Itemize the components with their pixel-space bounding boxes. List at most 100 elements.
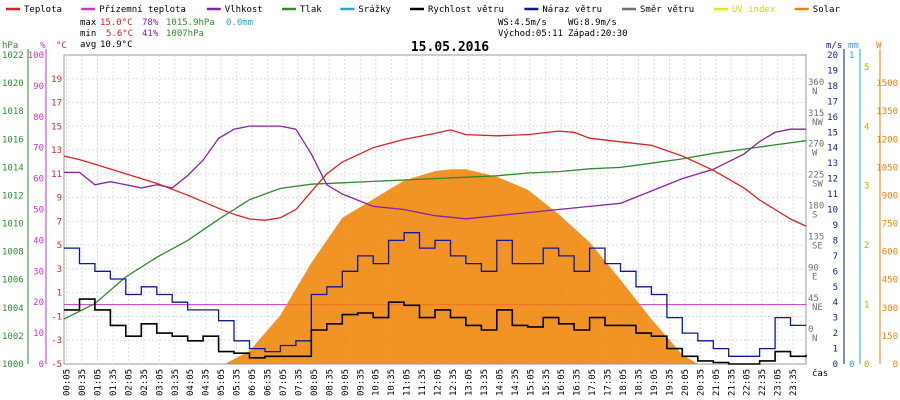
tick-degc-1: 17 xyxy=(51,99,62,109)
legend-label-2: Vlhkost xyxy=(225,5,263,15)
tick-x-25: 12:35 xyxy=(449,369,459,396)
tick-x-30: 15:05 xyxy=(526,369,536,396)
tick-w-5: 750 xyxy=(882,220,898,230)
tick-ms-4: 16 xyxy=(827,113,838,123)
stats-avg-temp: 10.9°C xyxy=(100,40,133,50)
legend: Teplota Přízemní teplota Vlhkost Tlak Srážky… xyxy=(6,5,840,15)
tick-w-8: 300 xyxy=(882,304,898,314)
tick-dir-deg-8: 0 xyxy=(808,325,813,335)
tick-w-0: 1500 xyxy=(876,79,898,89)
legend-label-5: Rychlost větru xyxy=(428,5,504,15)
tick-pct-0: 100 xyxy=(28,51,44,61)
tick-x-47: 23:35 xyxy=(789,369,799,396)
stats-panel: max 15.0°C 78% 1015.9hPa 0.0mm min 5.6°C… xyxy=(80,18,628,50)
tick-pct-9: 10 xyxy=(33,329,44,339)
tick-ms-14: 6 xyxy=(833,267,838,277)
axis-unit-mm: mm xyxy=(848,41,859,51)
tick-w-2: 1200 xyxy=(876,135,898,145)
stats-sunset: Západ:20:30 xyxy=(568,29,628,39)
tick-x-16: 08:05 xyxy=(310,369,320,396)
tick-dir-deg-5: 135 xyxy=(808,232,824,242)
tick-hpa-3: 1016 xyxy=(2,135,24,145)
tick-x-10: 05:05 xyxy=(217,369,227,396)
tick-x-5: 02:35 xyxy=(140,369,150,396)
tick-x-31: 15:35 xyxy=(542,369,552,396)
tick-x-27: 13:35 xyxy=(480,369,490,396)
tick-dir-deg-4: 180 xyxy=(808,202,824,212)
tick-x-44: 22:05 xyxy=(743,369,753,396)
stats-max-temp: 15.0°C xyxy=(100,18,133,28)
tick-x-22: 11:05 xyxy=(403,369,413,396)
tick-w-7: 450 xyxy=(882,276,898,286)
series-solar-area xyxy=(64,169,806,364)
tick-ms-0: 20 xyxy=(827,51,838,61)
tick-ms-1: 19 xyxy=(827,66,838,76)
tick-dir-name-6: E xyxy=(812,272,817,282)
legend-label-4: Srážky xyxy=(358,5,391,15)
tick-x-32: 16:05 xyxy=(557,369,567,396)
stats-max-press: 1015.9hPa xyxy=(166,18,215,28)
tick-w-9: 150 xyxy=(882,332,898,342)
stats-wg: WG:8.9m/s xyxy=(568,18,617,28)
tick-ms-9: 11 xyxy=(827,190,838,200)
axis-unit-hpa: hPa xyxy=(2,41,18,51)
tick-ms-18: 2 xyxy=(833,329,838,339)
tick-pct-5: 50 xyxy=(33,206,44,216)
stats-sunrise: Východ:05:11 xyxy=(498,29,563,39)
tick-ms-2: 18 xyxy=(827,82,838,92)
tick-x-19: 09:35 xyxy=(356,369,366,396)
tick-x-42: 21:05 xyxy=(712,369,722,396)
tick-x-24: 12:05 xyxy=(434,369,444,396)
tick-x-15: 07:35 xyxy=(294,369,304,396)
tick-ms-17: 3 xyxy=(833,314,838,324)
tick-x-40: 20:05 xyxy=(681,369,691,396)
tick-x-37: 18:35 xyxy=(635,369,645,396)
tick-x-13: 06:35 xyxy=(264,369,274,396)
tick-x-6: 03:05 xyxy=(155,369,165,396)
tick-dir-name-5: SE xyxy=(812,241,823,251)
tick-x-8: 04:05 xyxy=(186,369,196,396)
tick-x-0: 00:05 xyxy=(63,369,73,396)
tick-x-43: 21:35 xyxy=(727,369,737,396)
tick-x-18: 09:05 xyxy=(341,369,351,396)
legend-label-1: Přízemní teplota xyxy=(99,5,186,15)
tick-w-1: 1350 xyxy=(876,107,898,117)
tick-ms-6: 14 xyxy=(827,144,838,154)
tick-x-33: 16:35 xyxy=(573,369,583,396)
tick-hpa-7: 1008 xyxy=(2,248,24,258)
stats-rain: 0.0mm xyxy=(226,18,253,28)
tick-x-41: 20:35 xyxy=(696,369,706,396)
tick-ms-11: 9 xyxy=(833,221,838,231)
tick-hpa-1: 1020 xyxy=(2,79,24,89)
stats-max-hum: 78% xyxy=(142,18,159,28)
tick-hpa-9: 1004 xyxy=(2,304,24,314)
series-gust-line xyxy=(64,232,806,357)
tick-dir-deg-0: 360 xyxy=(808,78,824,88)
tick-dir-name-2: W xyxy=(812,149,818,159)
tick-uv-1: 4 xyxy=(864,122,869,132)
stats-min-press: 1007hPa xyxy=(166,29,204,39)
tick-pct-4: 60 xyxy=(33,175,44,185)
tick-uv-0: 5 xyxy=(864,63,869,73)
tick-pct-2: 80 xyxy=(33,113,44,123)
tick-dir-name-0: N xyxy=(812,87,817,97)
tick-x-39: 19:35 xyxy=(665,369,675,396)
tick-hpa-8: 1006 xyxy=(2,276,24,286)
tick-x-12: 06:05 xyxy=(248,369,258,396)
tick-hpa-2: 1018 xyxy=(2,107,24,117)
tick-degc-10: -1 xyxy=(51,312,62,322)
tick-x-14: 07:05 xyxy=(279,369,289,396)
tick-x-29: 14:35 xyxy=(511,369,521,396)
tick-x-36: 18:05 xyxy=(619,369,629,396)
tick-dir-name-4: S xyxy=(812,211,817,221)
tick-degc-2: 15 xyxy=(51,122,62,132)
tick-x-3: 01:35 xyxy=(109,369,119,396)
tick-degc-11: -3 xyxy=(51,336,62,346)
tick-pct-10: 0 xyxy=(39,360,44,370)
tick-pct-8: 20 xyxy=(33,298,44,308)
legend-label-0: Teplota xyxy=(24,5,62,15)
stats-min-temp: 5.6°C xyxy=(106,29,133,39)
chart-title: 15.05.2016 xyxy=(411,40,489,55)
stats-min-label: min xyxy=(80,29,96,39)
